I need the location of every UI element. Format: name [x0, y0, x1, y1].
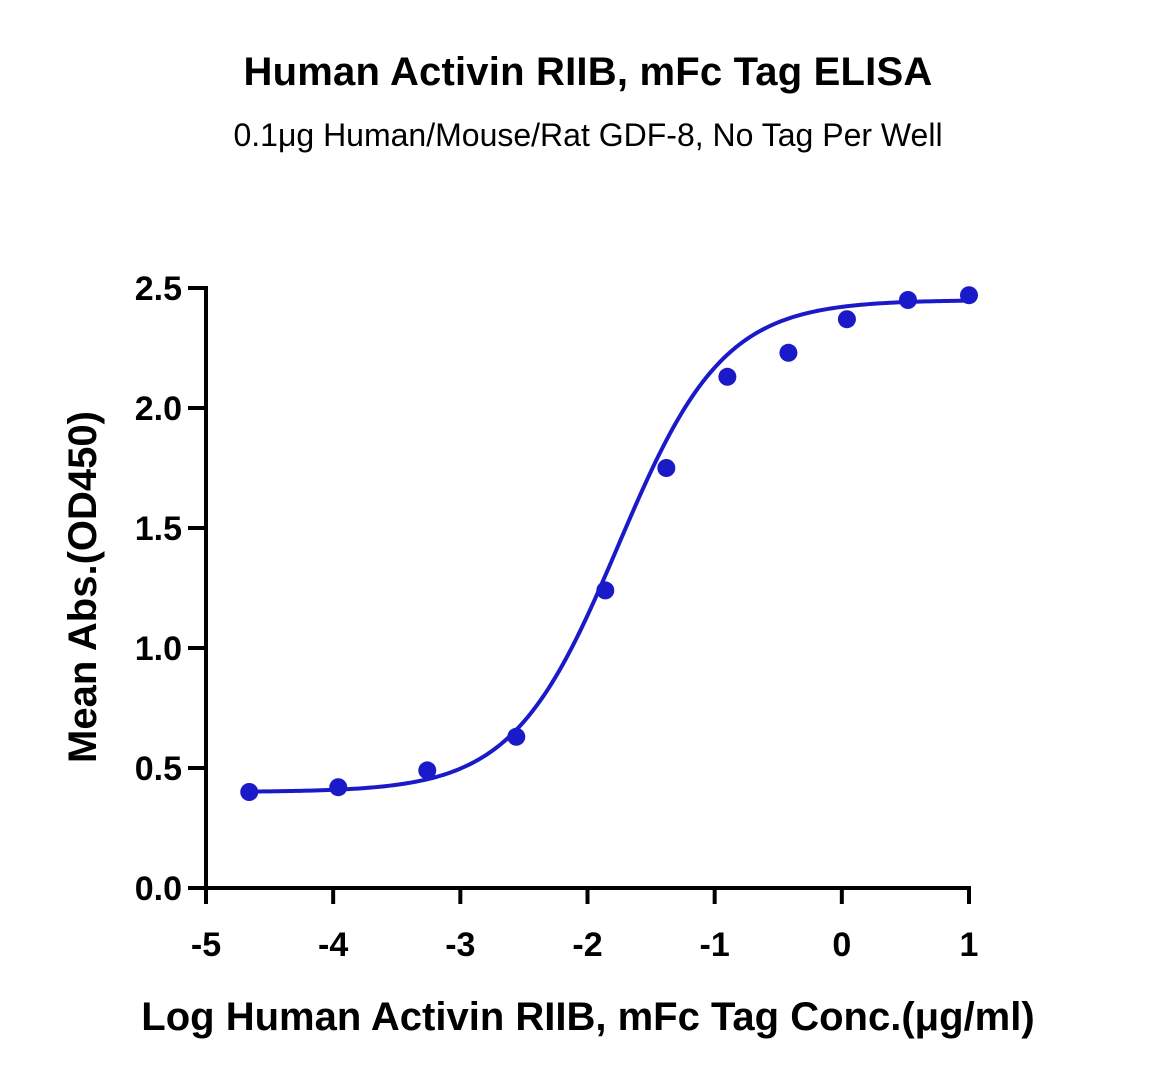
data-point	[240, 783, 259, 801]
data-points	[240, 286, 978, 801]
x-tick-label: 1	[960, 926, 979, 964]
y-tick-label: 2.5	[135, 270, 182, 308]
x-tick-label: -3	[445, 926, 475, 964]
data-point	[507, 727, 526, 746]
y-axis-ticks: 0.0 0.5 1.0 1.5 2.0 2.5	[135, 270, 206, 908]
data-point	[960, 286, 978, 305]
x-tick-label: -5	[191, 926, 221, 964]
data-point	[779, 343, 798, 362]
data-point	[837, 310, 856, 329]
y-tick-label: 0.0	[135, 870, 182, 908]
y-axis-label: Mean Abs.(OD450)	[61, 411, 105, 763]
data-point	[657, 459, 676, 477]
y-tick-label: 2.0	[135, 390, 182, 428]
x-tick-label: -4	[318, 926, 348, 964]
y-tick-label: 0.5	[135, 750, 182, 788]
x-tick-label: -2	[572, 926, 602, 964]
data-point	[418, 761, 437, 780]
data-point	[329, 778, 348, 797]
x-tick-label: 0	[832, 926, 851, 964]
fit-curve	[249, 298, 970, 794]
x-tick-label: -1	[700, 926, 730, 964]
data-point	[718, 367, 737, 386]
x-axis-ticks: -5 -4 -3 -2 -1 0 1	[191, 888, 979, 964]
chart-subtitle: 0.1μg Human/Mouse/Rat GDF-8, No Tag Per …	[233, 117, 943, 153]
chart-title: Human Activin RIIB, mFc Tag ELISA	[243, 50, 933, 94]
x-axis-label: Log Human Activin RIIB, mFc Tag Conc.(μg…	[141, 995, 1034, 1039]
y-tick-label: 1.5	[135, 510, 182, 548]
data-point	[898, 291, 917, 309]
y-tick-label: 1.0	[135, 630, 182, 668]
axes	[204, 286, 971, 890]
data-point	[596, 581, 615, 600]
